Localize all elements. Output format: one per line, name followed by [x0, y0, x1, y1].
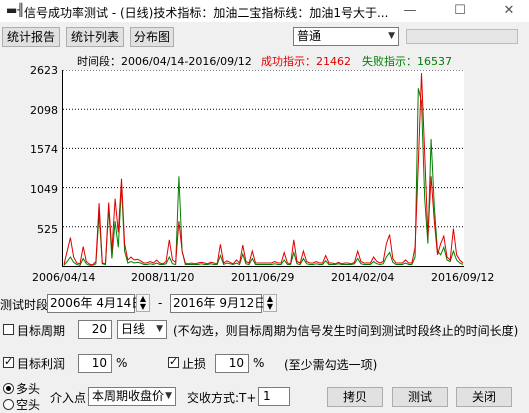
- test-button[interactable]: 测试: [392, 387, 448, 407]
- candlestick-app-icon: ▬╢: [6, 3, 25, 17]
- x-tick-label: 2008/11/20: [131, 271, 195, 284]
- chevron-down-icon: ▼: [156, 324, 163, 334]
- settlement-days-input[interactable]: 1: [258, 387, 290, 406]
- title-bar: [0, 0, 529, 22]
- progress-bar: [406, 29, 518, 44]
- target-period-checkbox[interactable]: [3, 324, 14, 335]
- y-tick-label: 1574: [30, 143, 58, 156]
- test-period-label: 测试时段: [0, 298, 49, 312]
- entry-point-label: 介入点: [50, 391, 87, 405]
- success-count-label: 成功指示：21462: [261, 55, 351, 68]
- stop-loss-note: (至少需勾选一项): [284, 358, 378, 372]
- y-tick-label: 1049: [30, 183, 58, 196]
- date-range-dash: -: [158, 296, 163, 310]
- stats-report-button[interactable]: 统计报告: [2, 27, 60, 47]
- target-profit-label: 目标利润: [17, 357, 66, 371]
- series-line: [63, 73, 464, 266]
- long-radio[interactable]: [3, 383, 14, 394]
- entry-point-value: 本周期收盘价: [92, 389, 165, 403]
- close-button[interactable]: 关闭: [456, 387, 512, 407]
- target-profit-unit: %: [116, 356, 128, 370]
- x-tick-label: 2011/06/29: [231, 271, 295, 284]
- end-date-spinner[interactable]: ▲ ▼: [263, 294, 277, 312]
- minimize-button[interactable]: —: [403, 3, 417, 18]
- signal-chart: [63, 69, 464, 266]
- target-period-label: 目标周期: [17, 324, 66, 338]
- stop-loss-unit: %: [253, 356, 265, 370]
- fail-count-label: 失败指示：16537: [362, 55, 452, 68]
- target-profit-checkbox[interactable]: [3, 355, 14, 368]
- start-date-spinner[interactable]: ▲ ▼: [136, 294, 150, 312]
- x-tick-label: 2014/02/04: [331, 271, 395, 284]
- y-tick-label: 2098: [30, 104, 58, 117]
- distribution-chart-button[interactable]: 分布图: [130, 27, 174, 47]
- stats-list-button[interactable]: 统计列表: [66, 27, 124, 47]
- period-unit-select[interactable]: 日线 ▼: [117, 320, 167, 339]
- series-line: [63, 88, 464, 266]
- chart-plot-area: [62, 69, 464, 267]
- mode-select-value: 普通: [297, 29, 322, 43]
- y-tick-label: 2623: [30, 64, 58, 77]
- copy-button[interactable]: 拷贝: [327, 387, 383, 407]
- x-tick-label: 2016/09/12: [431, 271, 495, 284]
- chart-period-label: 时间段：2006/04/14-2016/09/12: [77, 55, 252, 68]
- period-unit-value: 日线: [121, 322, 146, 336]
- short-radio[interactable]: [3, 399, 14, 410]
- target-period-input[interactable]: 20: [78, 320, 112, 339]
- chevron-down-icon: ▼: [388, 31, 395, 41]
- start-date-field[interactable]: 2006年 4月14日: [47, 294, 143, 313]
- entry-point-select[interactable]: 本周期收盘价 ▼: [88, 387, 176, 406]
- mode-select[interactable]: 普通 ▼: [293, 27, 399, 46]
- target-profit-input[interactable]: 10: [78, 354, 112, 373]
- chevron-down-icon: ▼: [165, 388, 172, 405]
- window-title: 信号成功率测试 - (日线)技术指标：加油二宝指标线：加油1号大于...: [24, 6, 389, 20]
- maximize-button[interactable]: ☐: [454, 3, 466, 18]
- y-tick-label: 525: [37, 223, 58, 236]
- x-tick-label: 2006/04/14: [32, 271, 96, 284]
- end-date-field[interactable]: 2016年 9月12日: [170, 294, 266, 313]
- settlement-label: 交收方式:T+: [187, 391, 257, 405]
- stop-loss-checkbox[interactable]: [168, 355, 179, 368]
- close-window-button[interactable]: ✕: [503, 3, 515, 18]
- stop-loss-label: 止损: [182, 357, 207, 371]
- short-label: 空头: [16, 398, 41, 412]
- long-label: 多头: [16, 382, 41, 396]
- stop-loss-input[interactable]: 10: [215, 354, 249, 373]
- target-period-note: (不勾选，则目标周期为信号发生时间到测试时段终止的时间长度): [173, 324, 519, 338]
